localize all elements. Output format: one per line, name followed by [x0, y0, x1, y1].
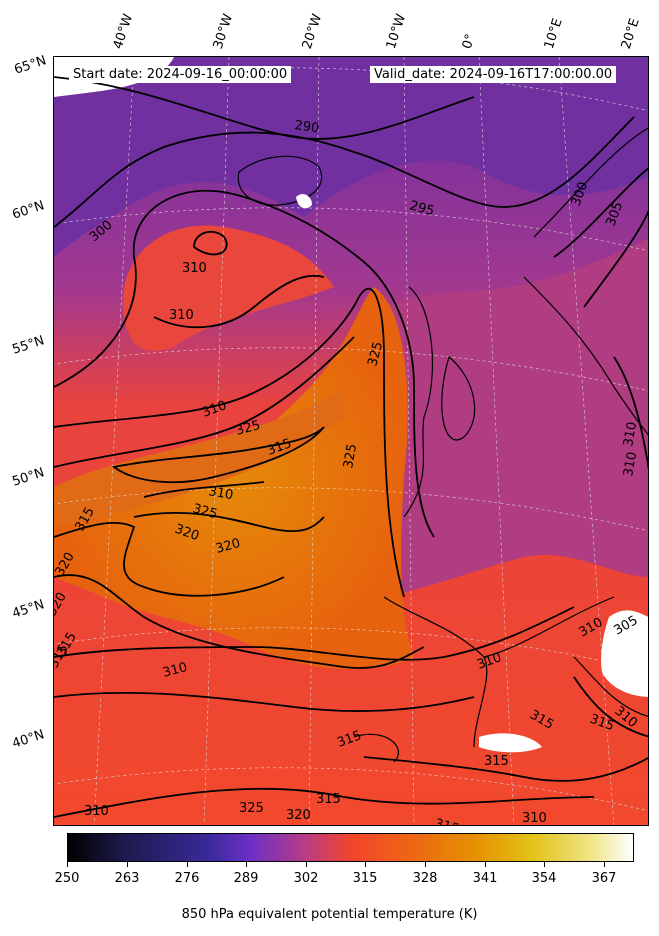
colorbar-tick-label: 328 [412, 871, 438, 886]
colorbar-tick [127, 862, 128, 867]
contour-label: 295 [408, 198, 436, 219]
warm-tongue [54, 387, 344, 527]
colorbar-tick [246, 862, 247, 867]
coastlines [237, 127, 648, 763]
colorbar-tick-label: 315 [352, 871, 378, 886]
colorbar-tick-label: 302 [293, 871, 319, 886]
graticule [54, 57, 648, 825]
colorbar-tick-label: 367 [591, 871, 617, 886]
europe-cool-region [376, 238, 648, 597]
warm-plume [54, 287, 414, 670]
contour-label: 310 [621, 451, 640, 478]
map-panel: 300 290 295 300 305 310 310 310 310 325 … [53, 56, 649, 826]
lon-label: 20°W [299, 12, 326, 51]
colorbar-tick [425, 862, 426, 867]
contour-label: 310 [182, 261, 207, 276]
colorbar-tick-label: 263 [114, 871, 140, 886]
cold-air-region [54, 57, 648, 257]
contour-label: 310 [207, 484, 234, 503]
contour-label: 315 [433, 816, 461, 826]
contour-label: 310 [621, 421, 640, 448]
colorbar-tick [187, 862, 188, 867]
lon-label: 40°W [110, 12, 137, 51]
contour-label: 320 [286, 808, 311, 823]
colorbar-tick-label: 289 [233, 871, 259, 886]
colorbar-title: 850 hPa equivalent potential temperature… [181, 907, 478, 922]
colorbar-tick [485, 862, 486, 867]
colorbar-tick [365, 862, 366, 867]
lat-label: 40°N [10, 727, 47, 752]
contour-label: 315 [316, 792, 341, 807]
lon-label: 10°E [541, 16, 566, 51]
contour-label: 325 [365, 340, 386, 368]
contour-label: 325 [239, 801, 264, 816]
missing-data-atlas [479, 733, 542, 753]
contour-label: 325 [234, 418, 262, 439]
contour-lines [54, 76, 648, 818]
lat-label: 60°N [10, 198, 47, 223]
lon-label: 0° [459, 32, 479, 51]
warm-comma-head [122, 225, 334, 351]
colorbar-tick [604, 862, 605, 867]
valid-date-label: Valid_date: 2024-09-16T17:00:00.00 [370, 66, 617, 83]
colorbar-tick-label: 250 [54, 871, 80, 886]
lon-label: 20°E [618, 16, 643, 51]
colorbar-tick [67, 862, 68, 867]
contour-label: 290 [293, 118, 320, 136]
lat-label: 50°N [10, 465, 47, 490]
theta-e-field: 300 290 295 300 305 310 310 310 310 325 … [54, 57, 648, 826]
colorbar-tick [544, 862, 545, 867]
colorbar-tick-label: 276 [174, 871, 200, 886]
lat-label: 65°N [12, 53, 49, 78]
contour-label: 310 [84, 804, 109, 819]
colorbar-tick-label: 354 [531, 871, 557, 886]
lon-label: 10°W [383, 12, 410, 51]
colorbar-tick-label: 341 [472, 871, 498, 886]
contour-label: 315 [484, 754, 509, 769]
contour-label: 325 [341, 443, 360, 470]
colorbar-tick [306, 862, 307, 867]
contour-label: 310 [161, 660, 189, 681]
missing-data-alps [601, 610, 648, 697]
contour-label: 320 [214, 536, 242, 557]
lat-label: 45°N [10, 597, 47, 622]
start-date-label: Start date: 2024-09-16_00:00:00 [69, 66, 292, 83]
lon-label: 30°W [210, 12, 237, 51]
missing-data-iceland [296, 194, 312, 209]
contour-label: 325 [191, 501, 219, 522]
colorbar [67, 833, 634, 862]
lat-label: 55°N [10, 333, 47, 358]
contour-label: 310 [522, 811, 547, 826]
contour-label: 310 [169, 308, 194, 323]
